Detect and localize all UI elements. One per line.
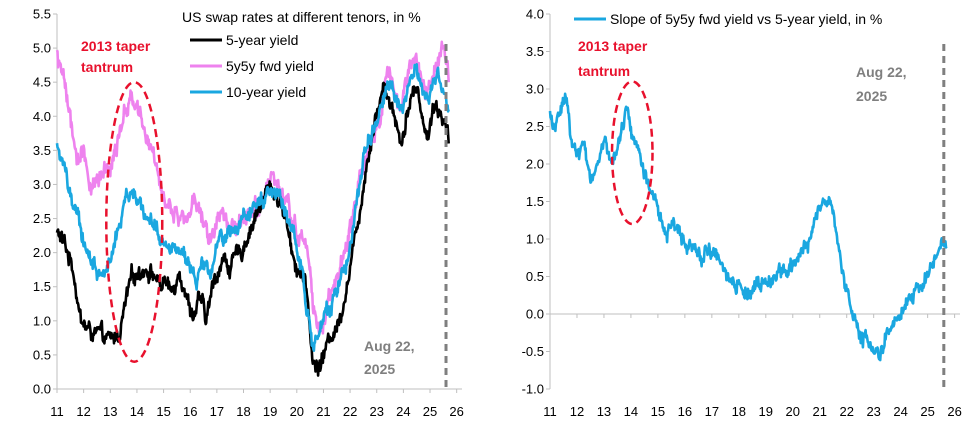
left-y-tick-label: 4.5 (33, 75, 51, 90)
left-y-tick-label: 4.0 (33, 109, 51, 124)
left-x-tick-label: 25 (423, 404, 437, 419)
right-x-tick-label: 23 (866, 404, 880, 419)
right-y-tick-label: -0.5 (522, 344, 544, 359)
right-annotation-date: Aug 22, (856, 64, 907, 80)
left-x-tick-label: 17 (210, 404, 224, 419)
right-y-tick-label: -1.0 (522, 382, 544, 397)
left-legend-label: 10-year yield (226, 84, 306, 100)
right-x-tick-label: 16 (678, 404, 692, 419)
right-x-tick-label: 25 (920, 404, 934, 419)
left-x-tick-label: 15 (156, 404, 170, 419)
right-x-tick-label: 15 (651, 404, 665, 419)
left-x-tick-label: 18 (236, 404, 250, 419)
right-annotation-tantrum: tantrum (578, 63, 630, 79)
right-y-tick-label: 1.0 (526, 232, 544, 247)
left-x-tick-label: 20 (290, 404, 304, 419)
right-series-line-slope-of-5y5y-fwd-yield-vs-5-year-yield-in (548, 92, 948, 362)
left-annotation-year: 2025 (364, 361, 395, 377)
right-y-tick-label: 0.0 (526, 307, 544, 322)
right-x-tick-label: 19 (759, 404, 773, 419)
right-y-tick-label: 4.0 (526, 7, 544, 22)
left-legend-label: 5-year yield (226, 32, 298, 48)
left-x-tick-label: 26 (449, 404, 463, 419)
left-y-tick-label: 0.0 (33, 382, 51, 397)
left-y-tick-label: 5.0 (33, 41, 51, 56)
left-x-tick-label: 13 (103, 404, 117, 419)
left-x-tick-label: 22 (343, 404, 357, 419)
right-x-tick-label: 26 (947, 404, 961, 419)
left-x-tick-label: 19 (263, 404, 277, 419)
right-annotation-year: 2025 (856, 88, 887, 104)
right-taper-tantrum-ellipse (610, 80, 654, 226)
right-x-tick-label: 17 (705, 404, 719, 419)
right-x-tick-label: 12 (570, 404, 584, 419)
right-x-tick-label: 11 (543, 404, 557, 419)
left-y-tick-label: 3.0 (33, 177, 51, 192)
right-x-tick-label: 21 (813, 404, 827, 419)
right-x-tick-label: 22 (839, 404, 853, 419)
left-annotation-date: Aug 22, (364, 338, 415, 354)
right-y-tick-label: 2.0 (526, 157, 544, 172)
left-x-tick-label: 21 (316, 404, 330, 419)
right-legend-label: Slope of 5y5y fwd yield vs 5-year yield,… (610, 11, 882, 27)
right-annotation-taper: 2013 taper (578, 38, 648, 54)
left-x-tick-label: 16 (183, 404, 197, 419)
right-y-tick-label: 3.5 (526, 44, 544, 59)
right-x-tick-label: 20 (786, 404, 800, 419)
left-y-tick-label: 2.5 (33, 211, 51, 226)
left-taper-tantrum-ellipse (105, 80, 164, 363)
right-y-tick-label: 1.5 (526, 194, 544, 209)
left-x-tick-label: 23 (370, 404, 384, 419)
left-x-tick-label: 11 (50, 404, 64, 419)
right-y-tick-label: 0.5 (526, 269, 544, 284)
right-x-tick-label: 13 (597, 404, 611, 419)
right-chart: -1.0 -0.5 0.0 0.5 1.0 1.5 2.0 2.5 3.0 3.5 4.0 11 12 1… (522, 7, 962, 420)
left-series-line-10-year-yield (55, 63, 450, 352)
right-x-tick-label: 14 (624, 404, 638, 419)
left-x-tick-label: 12 (76, 404, 90, 419)
left-annotation-taper: 2013 taper (81, 38, 151, 54)
left-y-tick-label: 5.5 (33, 7, 51, 22)
right-x-tick-label: 24 (893, 404, 907, 419)
left-chart-title: US swap rates at different tenors, in % (182, 9, 421, 25)
left-chart: 0.0 0.5 1.0 1.5 2.0 2.5 3.0 3.5 4.0 4.5 5.0 5.5 11 12… (33, 7, 464, 420)
left-x-tick-label: 24 (396, 404, 410, 419)
left-x-tick-label: 14 (130, 404, 144, 419)
left-y-tick-label: 3.5 (33, 143, 51, 158)
right-y-tick-label: 2.5 (526, 119, 544, 134)
left-y-tick-label: 1.0 (33, 313, 51, 328)
right-y-tick-label: 3.0 (526, 82, 544, 97)
left-legend-label: 5y5y fwd yield (226, 58, 314, 74)
left-series-line-5-year-yield (55, 81, 450, 377)
left-y-tick-label: 1.5 (33, 279, 51, 294)
left-annotation-tantrum: tantrum (81, 59, 133, 75)
right-x-tick-label: 18 (732, 404, 746, 419)
left-y-tick-label: 0.5 (33, 347, 51, 362)
left-y-tick-label: 2.0 (33, 245, 51, 260)
